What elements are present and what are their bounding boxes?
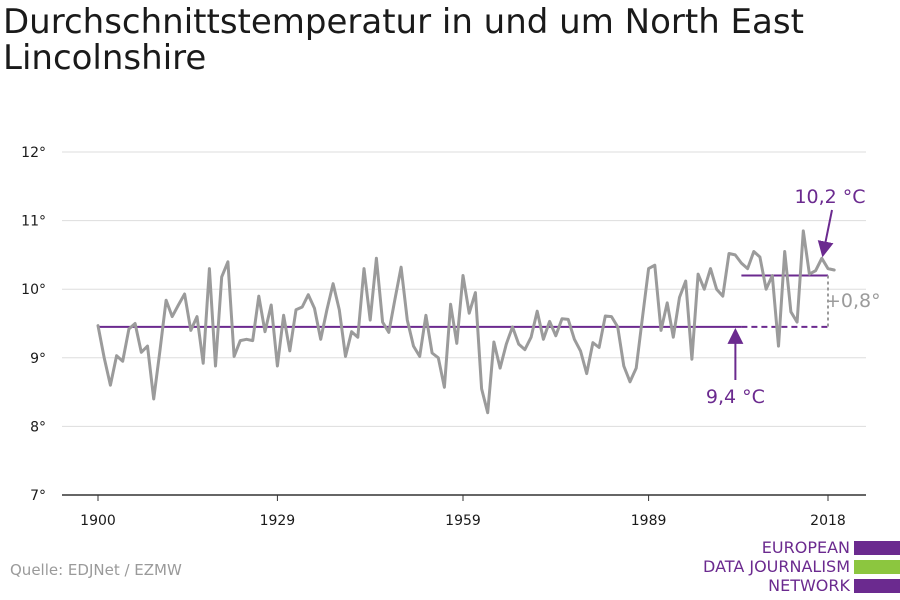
recent-average-label: 10,2 °C: [794, 186, 865, 208]
source-note: Quelle: EDJNet / EZMW: [10, 561, 182, 579]
x-tick-label: 1900: [80, 513, 116, 529]
chart-title-line-1: Durchschnittstemperatur in und um North …: [3, 2, 804, 42]
logo-bar-green: [854, 560, 900, 574]
difference-label: +0,8°: [825, 290, 881, 312]
y-tick-label: 8°: [30, 419, 46, 435]
logo-text-european: EUROPEAN: [761, 538, 850, 557]
y-tick-label: 7°: [30, 488, 46, 504]
logo-bar-purple-top: [854, 541, 900, 555]
chart-title: Durchschnittstemperatur in und um North …: [3, 4, 863, 76]
logo-bar-purple-bottom: [854, 579, 900, 593]
baseline-average-label: 9,4 °C: [706, 386, 765, 408]
recent-average-arrow: [817, 209, 834, 258]
temperature-series-line: [96, 229, 836, 415]
x-tick-label: 1989: [631, 513, 667, 529]
edjnet-logo: EUROPEAN DATA JOURNALISM NETWORK: [700, 538, 900, 598]
x-tick-label: 1929: [260, 513, 296, 529]
x-tick-label: 2018: [810, 513, 846, 529]
x-tick-label: 1959: [445, 513, 481, 529]
y-tick-label: 11°: [21, 214, 46, 230]
logo-text-data-journalism: DATA JOURNALISM: [703, 557, 850, 576]
y-tick-label: 12°: [21, 145, 46, 161]
logo-text-network: NETWORK: [768, 576, 850, 595]
y-tick-label: 9°: [30, 351, 46, 367]
y-tick-label: 10°: [21, 282, 46, 298]
chart-title-line-2: Lincolnshire: [3, 38, 207, 79]
